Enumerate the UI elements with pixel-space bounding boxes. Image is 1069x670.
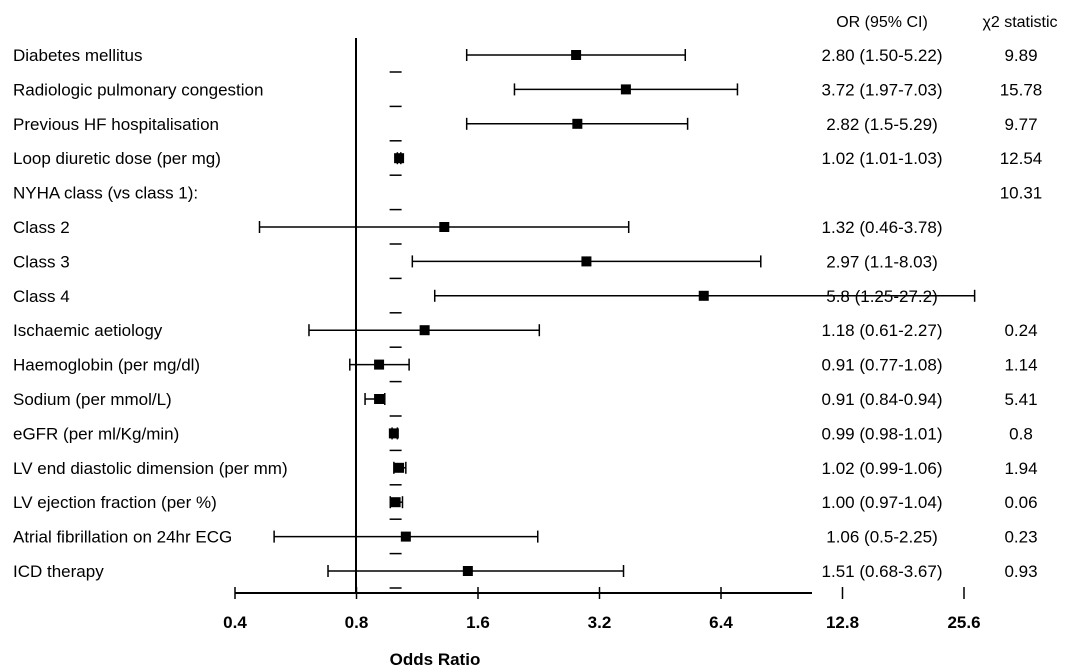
row-label: Sodium (per mmol/L) [13, 390, 172, 409]
or-ci-value: 2.82 (1.5-5.29) [826, 115, 938, 134]
chi-value: 9.89 [1004, 46, 1037, 65]
point-estimate [571, 50, 582, 60]
or-ci-value: 5.8 (1.25-27.2) [826, 287, 938, 306]
point-estimate [572, 118, 583, 129]
or-ci-value: 3.72 (1.97-7.03) [822, 80, 943, 99]
forest-row: Sodium (per mmol/L) 0.91 (0.84-0.94) 5.41 [13, 390, 1038, 417]
point-estimate [388, 428, 399, 439]
row-label: Loop diuretic dose (per mg) [13, 149, 221, 168]
row-label: Class 3 [13, 252, 70, 271]
point-estimate [394, 462, 405, 473]
point-estimate [439, 222, 450, 232]
chi-value: 9.77 [1004, 115, 1037, 134]
row-label: Atrial fibrillation on 24hr ECG [13, 528, 232, 547]
row-label: Diabetes mellitus [13, 46, 142, 65]
row-label: Ischaemic aetiology [13, 321, 163, 340]
point-estimate [419, 325, 430, 336]
or-ci-value: 0.91 (0.84-0.94) [822, 390, 943, 409]
or-ci-value: 1.32 (0.46-3.78) [822, 218, 943, 237]
forest-row: Diabetes mellitus 2.80 (1.50-5.22) 9.89 [13, 46, 1038, 73]
or-ci-value: 1.06 (0.5-2.25) [826, 528, 938, 547]
forest-row: ICD therapy 1.51 (0.68-3.67) 0.93 [13, 562, 1038, 589]
or-ci-value: 2.80 (1.50-5.22) [822, 46, 943, 65]
x-tick-label: 3.2 [588, 613, 612, 632]
chi-value: 12.54 [1000, 149, 1043, 168]
chi-column-header: χ2 statistic [982, 14, 1057, 31]
chi-value: 15.78 [1000, 80, 1043, 99]
row-label: LV ejection fraction (per %) [13, 493, 217, 512]
chi-value: 10.31 [1000, 184, 1043, 203]
forest-row: Ischaemic aetiology 1.18 (0.61-2.27) 0.24 [13, 321, 1038, 348]
point-estimate [581, 256, 592, 267]
x-tick-label: 1.6 [466, 613, 490, 632]
row-label: Radiologic pulmonary congestion [13, 80, 263, 99]
chi-value: 0.23 [1004, 528, 1037, 547]
forest-row: Class 4 5.8 (1.25-27.2) [13, 287, 976, 314]
row-label: NYHA class (vs class 1): [13, 184, 198, 203]
or-ci-value: 2.97 (1.1-8.03) [826, 252, 938, 271]
x-tick-label: 0.4 [223, 613, 247, 632]
point-estimate [394, 153, 405, 164]
row-label: ICD therapy [13, 562, 104, 581]
point-estimate [698, 290, 709, 301]
point-estimate [374, 394, 385, 404]
or-ci-value: 1.02 (0.99-1.06) [822, 459, 943, 478]
forest-row: Loop diuretic dose (per mg) 1.02 (1.01-1.… [13, 149, 1043, 176]
row-label: eGFR (per ml/Kg/min) [13, 424, 179, 443]
forest-row: eGFR (per ml/Kg/min) 0.99 (0.98-1.01) 0.8 [13, 424, 1033, 452]
forest-row: NYHA class (vs class 1): 10.31 [13, 184, 1043, 211]
rows-group: Diabetes mellitus 2.80 (1.50-5.22) 9.89 Rad… [13, 46, 1043, 589]
forest-row: Radiologic pulmonary congestion 3.72 (1.9… [13, 80, 1043, 108]
x-ticks-group: 0.4 0.8 1.6 3.2 6.4 12.8 25.6 [223, 587, 981, 632]
or-ci-value: 1.00 (0.97-1.04) [822, 493, 943, 512]
or-ci-value: 1.18 (0.61-2.27) [822, 321, 943, 340]
or-column-header: OR (95% CI) [836, 14, 928, 31]
or-ci-value: 0.99 (0.98-1.01) [822, 424, 943, 443]
forest-row: LV end diastolic dimension (per mm) 1.02 … [13, 459, 1038, 486]
forest-row: Haemoglobin (per mg/dl) 0.91 (0.77-1.08) 1… [13, 356, 1038, 383]
x-tick-label: 12.8 [826, 613, 859, 632]
x-tick-label: 0.8 [345, 613, 369, 632]
point-estimate [390, 497, 401, 508]
forest-row: Class 2 1.32 (0.46-3.78) [13, 218, 943, 245]
forest-row: Class 3 2.97 (1.1-8.03) [13, 252, 938, 280]
or-ci-value: 1.51 (0.68-3.67) [822, 562, 943, 581]
point-estimate [400, 531, 411, 542]
point-estimate [620, 84, 631, 95]
x-tick-label: 25.6 [947, 613, 980, 632]
row-label: Class 4 [13, 287, 70, 306]
forest-row: LV ejection fraction (per %) 1.00 (0.97-1… [13, 493, 1038, 520]
point-estimate [374, 359, 385, 370]
point-estimate [462, 566, 473, 576]
x-tick-label: 6.4 [709, 613, 733, 632]
chi-value: 0.93 [1004, 562, 1037, 581]
chi-value: 0.06 [1004, 493, 1037, 512]
chi-value: 0.24 [1004, 321, 1037, 340]
forest-row: Atrial fibrillation on 24hr ECG 1.06 (0.5… [13, 528, 1038, 555]
row-label: LV end diastolic dimension (per mm) [13, 459, 288, 478]
x-axis-label: Odds Ratio [390, 650, 481, 669]
row-label: Previous HF hospitalisation [13, 115, 219, 134]
row-label: Haemoglobin (per mg/dl) [13, 356, 200, 375]
chi-value: 0.8 [1009, 424, 1033, 443]
chi-value: 5.41 [1004, 390, 1037, 409]
chi-value: 1.94 [1004, 459, 1037, 478]
row-label: Class 2 [13, 218, 70, 237]
or-ci-value: 1.02 (1.01-1.03) [822, 149, 943, 168]
forest-row: Previous HF hospitalisation 2.82 (1.5-5.2… [13, 115, 1038, 142]
or-ci-value: 0.91 (0.77-1.08) [822, 356, 943, 375]
chi-value: 1.14 [1004, 356, 1037, 375]
